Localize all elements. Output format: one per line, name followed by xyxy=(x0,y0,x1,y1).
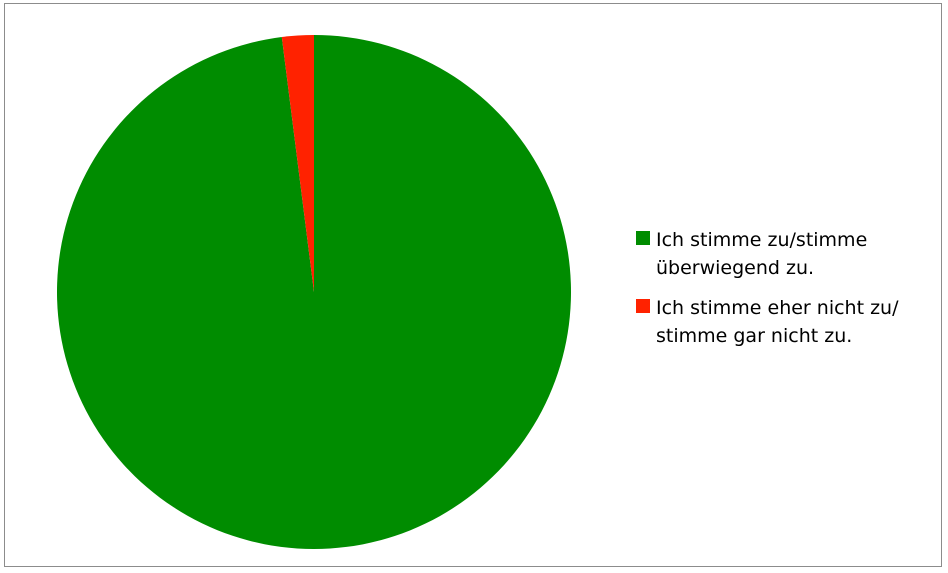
pie-slice-disagree xyxy=(281,35,314,292)
legend-label-agree: Ich stimme zu/stimme überwiegend zu. xyxy=(656,229,868,279)
legend-swatch-disagree xyxy=(636,299,650,313)
legend-item-agree: Ich stimme zu/stimme überwiegend zu. xyxy=(636,226,936,282)
legend-swatch-agree xyxy=(636,231,650,245)
legend-item-disagree: Ich stimme eher nicht zu/ stimme gar nic… xyxy=(636,294,936,350)
pie-slice-agree xyxy=(56,35,571,550)
legend: Ich stimme zu/stimme überwiegend zu. Ich… xyxy=(636,226,936,362)
legend-label-disagree: Ich stimme eher nicht zu/ stimme gar nic… xyxy=(656,297,899,347)
